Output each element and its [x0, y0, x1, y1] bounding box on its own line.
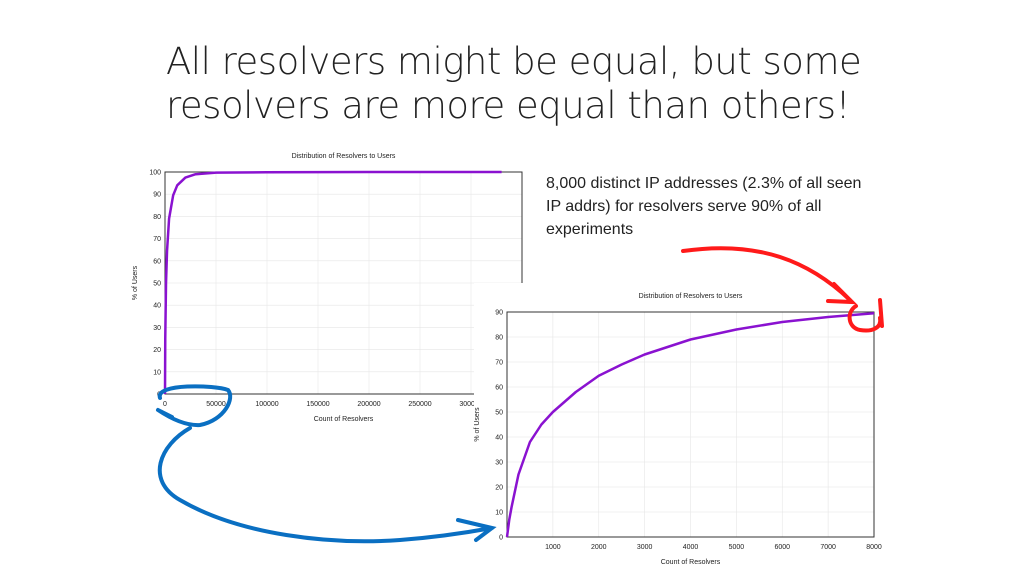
y-tick-label: 30	[495, 460, 503, 467]
y-tick-label: 100	[149, 170, 161, 177]
y-tick-label: 20	[153, 347, 161, 354]
y-tick-label: 80	[495, 335, 503, 342]
y-axis-label: % of Users	[132, 265, 139, 300]
y-tick-label: 50	[153, 281, 161, 288]
x-tick-label: 4000	[683, 544, 699, 551]
title-line-2: resolvers are more equal than others!	[166, 84, 850, 127]
x-axis-label: Count of Resolvers	[314, 416, 374, 423]
x-tick-label: 7000	[820, 544, 836, 551]
x-tick-label: 1000	[545, 544, 561, 551]
x-axis-label: Count of Resolvers	[661, 559, 721, 566]
y-tick-label: 90	[153, 192, 161, 199]
chart-2: 0 10 20 30 40 50 60 70 80 90 1000 2000 3000 4000 5000 6…	[474, 283, 899, 576]
x-tick-label: 6000	[774, 544, 790, 551]
annotation-note: 8,000 distinct IP addresses (2.3% of all…	[546, 175, 862, 238]
chart-title: Distribution of Resolvers to Users	[292, 153, 396, 160]
x-tick-label: 200000	[357, 401, 380, 408]
red-circle-annotation	[847, 298, 884, 333]
series-line	[163, 170, 502, 395]
slide-title: All resolvers might be equal, but some r…	[166, 40, 862, 128]
title-line-1: All resolvers might be equal, but some	[166, 40, 862, 83]
x-tick-label: 3000	[637, 544, 653, 551]
series-line	[505, 312, 875, 538]
x-tick-label: 100000	[255, 401, 278, 408]
y-tick-label: 50	[495, 410, 503, 417]
red-arrow-annotation	[681, 246, 858, 305]
blue-arrow-annotation	[157, 426, 497, 544]
x-tick-label: 50000	[206, 401, 226, 408]
x-tick-label: 150000	[306, 401, 329, 408]
y-tick-label: 90	[495, 310, 503, 317]
y-axis-label: % of Users	[474, 407, 481, 442]
y-tick-label: 60	[153, 258, 161, 265]
blue-circle-annotation	[156, 384, 233, 428]
y-tick-label: 10	[495, 510, 503, 517]
y-tick-label: 10	[153, 369, 161, 376]
y-tick-label: 0	[499, 535, 503, 542]
x-tick-label: 5000	[729, 544, 745, 551]
plot-frame	[506, 311, 875, 538]
x-tick-label: 250000	[408, 401, 431, 408]
y-tick-label: 20	[495, 485, 503, 492]
y-tick-label: 70	[495, 360, 503, 367]
x-tick-label: 0	[163, 401, 167, 408]
y-tick-label: 40	[495, 435, 503, 442]
y-tick-label: 70	[153, 236, 161, 243]
x-tick-label: 8000	[866, 544, 882, 551]
y-tick-label: 40	[153, 303, 161, 310]
x-tick-label: 300000	[459, 401, 482, 408]
x-tick-label: 2000	[591, 544, 607, 551]
chart-title: Distribution of Resolvers to Users	[639, 293, 743, 300]
y-tick-label: 60	[495, 385, 503, 392]
y-tick-label: 30	[153, 325, 161, 332]
y-tick-label: 80	[153, 214, 161, 221]
